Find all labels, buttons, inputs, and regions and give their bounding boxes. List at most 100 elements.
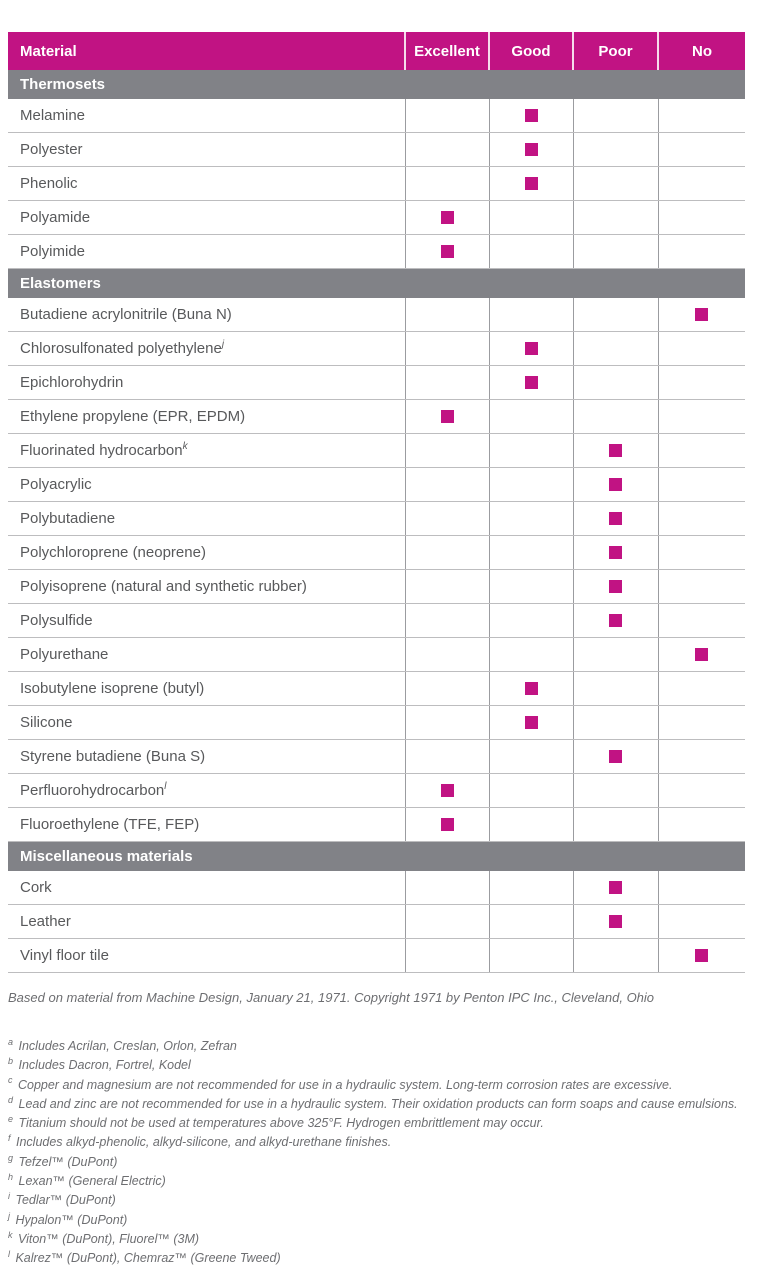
rating-cell-good	[488, 331, 573, 366]
rating-cell-no	[657, 234, 745, 269]
rating-cell-good	[488, 399, 573, 434]
rating-marker	[440, 783, 454, 797]
material-name: Polysulfide	[8, 603, 405, 638]
material-name: Ethylene propylene (EPR, EPDM)	[8, 399, 405, 434]
rating-cell-no	[657, 535, 745, 570]
footnote-f: f Includes alkyd-phenolic, alkyd-silicon…	[8, 1133, 392, 1150]
rating-cell-no	[657, 467, 745, 502]
material-name: Styrene butadiene (Buna S)	[8, 739, 405, 774]
rating-cell-no	[657, 99, 745, 133]
rating-cell-good	[488, 739, 573, 774]
rating-cell-poor	[572, 298, 658, 332]
rating-cell-excellent	[404, 331, 489, 366]
rating-cell-excellent	[404, 501, 489, 536]
material-name: Fluorinated hydrocarbonk	[8, 433, 405, 468]
rating-cell-poor	[572, 433, 658, 468]
table-row-polychloroprene-neoprene: Polychloroprene (neoprene)	[8, 535, 745, 570]
rating-cell-excellent	[404, 467, 489, 502]
rating-marker	[609, 749, 622, 763]
rating-marker	[609, 443, 622, 457]
rating-cell-poor	[572, 365, 658, 400]
rating-marker	[609, 613, 622, 627]
rating-cell-poor	[572, 331, 658, 366]
material-name: Melamine	[8, 99, 405, 133]
rating-cell-excellent	[404, 671, 489, 706]
footnote-marker: d	[8, 1094, 14, 1105]
rating-cell-poor	[572, 166, 658, 201]
rating-marker	[524, 375, 538, 389]
source-note: Based on material from Machine Design, J…	[8, 990, 655, 1005]
rating-cell-no	[657, 365, 745, 400]
rating-cell-good	[488, 501, 573, 536]
rating-cell-excellent	[404, 365, 489, 400]
footnotes-list: a Includes Acrilan, Creslan, Orlon, Zefr…	[8, 1037, 745, 1269]
rating-marker	[524, 108, 538, 122]
material-name: Polychloroprene (neoprene)	[8, 535, 405, 570]
rating-marker	[609, 477, 622, 491]
material-footnote-ref: j	[221, 339, 225, 350]
material-name: Leather	[8, 904, 405, 939]
section-title: Elastomers	[8, 268, 745, 298]
table-header: Material Excellent Good Poor No	[8, 32, 745, 70]
table-row-perfluorohydrocarbon: Perfluorohydrocarbonl	[8, 773, 745, 808]
table-row-isobutylene-isoprene-butyl: Isobutylene isoprene (butyl)	[8, 671, 745, 706]
rating-cell-poor	[572, 234, 658, 269]
rating-cell-excellent	[404, 234, 489, 269]
section-header-elastomers: Elastomers	[8, 268, 745, 298]
material-footnote-ref: l	[164, 781, 167, 792]
rating-cell-good	[488, 938, 573, 973]
column-header-good: Good	[488, 32, 573, 70]
column-header-no: No	[657, 32, 745, 70]
rating-marker	[609, 511, 622, 525]
rating-cell-poor	[572, 535, 658, 570]
rating-cell-good	[488, 234, 573, 269]
rating-cell-excellent	[404, 871, 489, 905]
rating-cell-good	[488, 569, 573, 604]
rating-marker	[524, 142, 538, 156]
material-name: Phenolic	[8, 166, 405, 201]
material-name: Polyurethane	[8, 637, 405, 672]
table-row-cork: Cork	[8, 871, 745, 905]
rating-cell-no	[657, 166, 745, 201]
rating-cell-good	[488, 467, 573, 502]
rating-cell-excellent	[404, 535, 489, 570]
rating-cell-poor	[572, 569, 658, 604]
table-row-polyacrylic: Polyacrylic	[8, 467, 745, 502]
rating-cell-excellent	[404, 200, 489, 235]
rating-cell-no	[657, 132, 745, 167]
rating-cell-excellent	[404, 132, 489, 167]
rating-cell-excellent	[404, 399, 489, 434]
rating-cell-good	[488, 671, 573, 706]
rating-cell-good	[488, 535, 573, 570]
footnote-g: g Tefzel™ (DuPont)	[8, 1152, 118, 1169]
footnote-b: b Includes Dacron, Fortrel, Kodel	[8, 1056, 191, 1073]
rating-marker	[609, 579, 622, 593]
footnote-d: d Lead and zinc are not recommended for …	[8, 1094, 738, 1111]
rating-marker	[609, 545, 622, 559]
rating-marker	[695, 647, 709, 661]
rating-cell-poor	[572, 399, 658, 434]
rating-cell-good	[488, 433, 573, 468]
rating-cell-poor	[572, 200, 658, 235]
rating-cell-no	[657, 637, 745, 672]
column-header-excellent: Excellent	[404, 32, 489, 70]
rating-cell-poor	[572, 705, 658, 740]
table-row-polyamide: Polyamide	[8, 200, 745, 235]
material-name: Vinyl floor tile	[8, 938, 405, 973]
rating-marker	[524, 681, 538, 695]
rating-marker	[695, 307, 709, 321]
table-row-polybutadiene: Polybutadiene	[8, 501, 745, 536]
rating-marker	[524, 176, 538, 190]
rating-marker	[524, 715, 538, 729]
material-name: Polyacrylic	[8, 467, 405, 502]
footnote-marker: g	[8, 1152, 14, 1163]
material-name: Chlorosulfonated polyethylenej	[8, 331, 405, 366]
footnote-marker: l	[8, 1249, 10, 1260]
material-name: Epichlorohydrin	[8, 365, 405, 400]
rating-marker	[440, 244, 454, 258]
rating-cell-poor	[572, 938, 658, 973]
rating-marker	[609, 914, 622, 928]
table-row-polysulfide: Polysulfide	[8, 603, 745, 638]
footnote-k: k Viton™ (DuPont), Fluorel™ (3M)	[8, 1229, 200, 1246]
